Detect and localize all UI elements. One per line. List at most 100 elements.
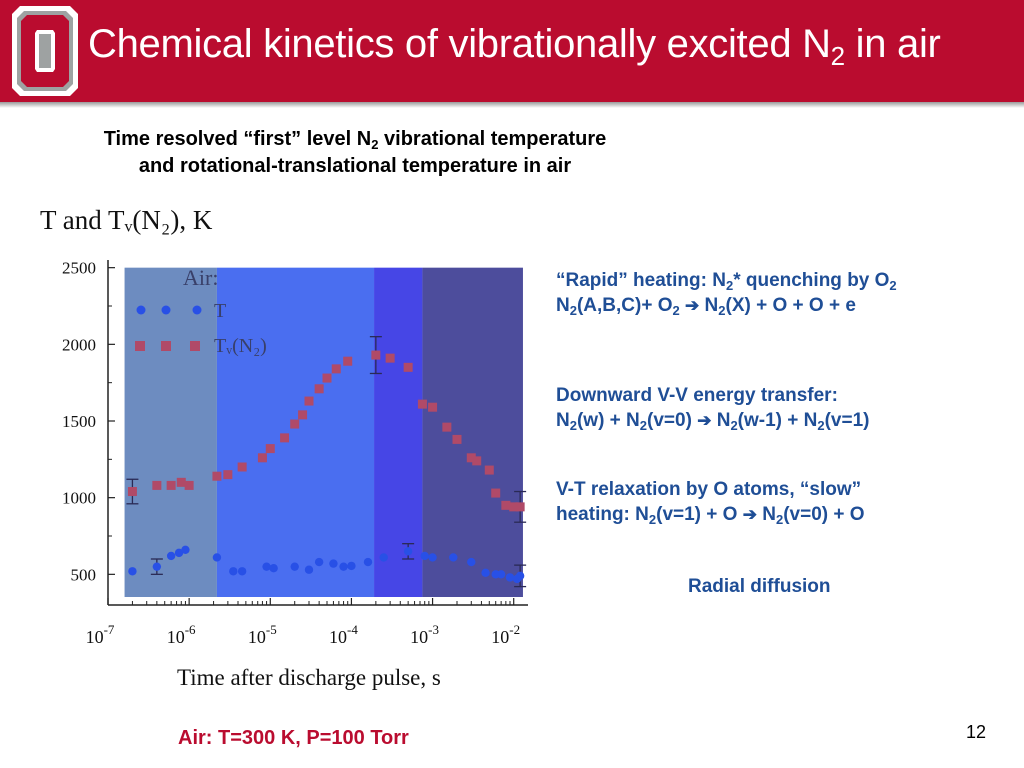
x-tick-label: 10-6 bbox=[167, 622, 196, 647]
data-point-tv bbox=[442, 422, 452, 432]
data-points bbox=[127, 350, 525, 584]
data-point-tv bbox=[166, 480, 176, 490]
data-point-tv bbox=[152, 480, 162, 490]
legend-title: Air: bbox=[183, 265, 218, 290]
data-point-t bbox=[314, 557, 324, 567]
data-point-t bbox=[212, 553, 222, 562]
data-point-tv bbox=[428, 402, 438, 412]
data-point-tv bbox=[501, 500, 511, 510]
axes: 500 1000 1500 2000 2500 10-7 10-6 10-5 10-4 10-3 1… bbox=[62, 259, 528, 647]
data-point-t bbox=[481, 568, 490, 577]
data-point-t bbox=[166, 551, 176, 561]
data-point-tv bbox=[304, 396, 314, 406]
data-point-t bbox=[515, 571, 525, 581]
data-point-tv bbox=[322, 373, 332, 383]
vt-relaxation-annotation: V-T relaxation by O atoms, “slow” heating… bbox=[556, 479, 865, 527]
data-point-t bbox=[128, 567, 137, 576]
data-point-tv bbox=[184, 480, 194, 490]
legend-marker-tv bbox=[135, 341, 145, 351]
x-tick-label: 10-3 bbox=[410, 622, 439, 647]
data-point-t bbox=[237, 567, 247, 576]
data-point-tv bbox=[176, 477, 186, 487]
data-point-tv bbox=[223, 470, 233, 480]
rapid-heating-annotation: “Rapid” heating: N2* quenching by O2 N2(A… bbox=[556, 270, 897, 318]
data-point-tv bbox=[417, 399, 427, 409]
data-point-tv bbox=[509, 502, 519, 512]
legend-marker-tv bbox=[190, 341, 200, 351]
data-point-t bbox=[174, 548, 184, 558]
legend-marker-t bbox=[136, 305, 146, 315]
data-point-tv bbox=[331, 364, 341, 374]
data-point-t bbox=[347, 561, 356, 571]
chart-description: Time resolved “first” level N2 vibration… bbox=[103, 128, 607, 177]
header-shadow bbox=[0, 102, 1024, 108]
data-point-tv bbox=[515, 502, 525, 512]
data-point-t bbox=[304, 565, 314, 574]
y-tick-label: 2000 bbox=[62, 335, 96, 354]
slide-header bbox=[0, 0, 1024, 102]
x-tick-label: 10-4 bbox=[329, 622, 358, 647]
x-tick-label: 10-5 bbox=[248, 622, 277, 647]
y-tick-label: 500 bbox=[71, 565, 97, 584]
data-point-t bbox=[496, 570, 506, 579]
radial-diffusion-annotation: Radial diffusion bbox=[688, 576, 831, 597]
data-point-tv bbox=[484, 465, 494, 475]
legend-label-tv: Tᵥ(N₂) bbox=[214, 335, 267, 357]
y-tick-label: 1500 bbox=[62, 412, 96, 431]
process-region bbox=[124, 267, 217, 597]
data-point-tv bbox=[343, 356, 353, 366]
vv-transfer-annotation: Downward V-V energy transfer: N2(w) + N2(… bbox=[556, 385, 870, 433]
data-point-t bbox=[420, 551, 429, 561]
data-point-t bbox=[379, 553, 388, 562]
data-point-t bbox=[363, 557, 373, 567]
arrow-icon: ➔ bbox=[742, 505, 757, 524]
y-tick-label: 1000 bbox=[62, 489, 96, 508]
data-point-t bbox=[403, 547, 413, 556]
data-point-tv bbox=[212, 471, 222, 481]
data-point-tv bbox=[314, 384, 324, 394]
data-point-t bbox=[329, 559, 338, 568]
data-point-tv bbox=[280, 433, 290, 443]
error-bars bbox=[126, 336, 527, 588]
legend-marker-t bbox=[161, 305, 171, 315]
data-point-t bbox=[262, 562, 271, 571]
data-point-tv bbox=[403, 362, 413, 372]
process-regions bbox=[124, 267, 523, 597]
data-point-tv bbox=[257, 453, 267, 463]
data-point-t bbox=[152, 562, 162, 571]
page-number: 12 bbox=[966, 722, 987, 742]
data-point-tv bbox=[127, 487, 137, 497]
data-point-tv bbox=[290, 419, 300, 429]
legend-label-t: T bbox=[214, 300, 226, 322]
data-point-t bbox=[428, 553, 437, 562]
arrow-icon: ➔ bbox=[685, 296, 700, 315]
data-point-tv bbox=[472, 456, 482, 466]
process-region bbox=[374, 267, 423, 597]
data-point-tv bbox=[385, 353, 395, 363]
data-point-t bbox=[290, 562, 299, 571]
data-point-tv bbox=[452, 434, 462, 444]
data-point-t bbox=[181, 545, 190, 554]
data-point-t bbox=[339, 562, 348, 571]
data-point-tv bbox=[237, 462, 247, 472]
slide-title: Chemical kinetics of vibrationally excit… bbox=[88, 22, 941, 71]
temperature-chart: T and Tᵥ(N₂), K 500 1000 1500 2000 2500 10-7 1… bbox=[40, 205, 528, 690]
arrow-icon: ➔ bbox=[697, 411, 712, 430]
legend: Air: T Tᵥ(N₂) bbox=[135, 265, 267, 357]
x-tick-label: 10-7 bbox=[86, 622, 115, 647]
process-region bbox=[216, 267, 375, 597]
x-axis-label: Time after discharge pulse, s bbox=[177, 665, 441, 690]
data-point-tv bbox=[371, 350, 381, 360]
chart-title: T and Tᵥ(N₂), K bbox=[40, 205, 213, 235]
ohio-state-block-o-logo bbox=[12, 6, 78, 96]
data-point-tv bbox=[466, 453, 476, 463]
data-point-tv bbox=[298, 410, 308, 420]
process-region bbox=[422, 267, 523, 597]
data-point-tv bbox=[491, 488, 501, 498]
legend-marker-t bbox=[192, 305, 202, 315]
data-point-t bbox=[449, 553, 458, 562]
data-point-t bbox=[467, 557, 476, 567]
data-point-t bbox=[229, 567, 238, 576]
legend-marker-tv bbox=[161, 341, 171, 351]
data-point-t bbox=[505, 573, 515, 582]
